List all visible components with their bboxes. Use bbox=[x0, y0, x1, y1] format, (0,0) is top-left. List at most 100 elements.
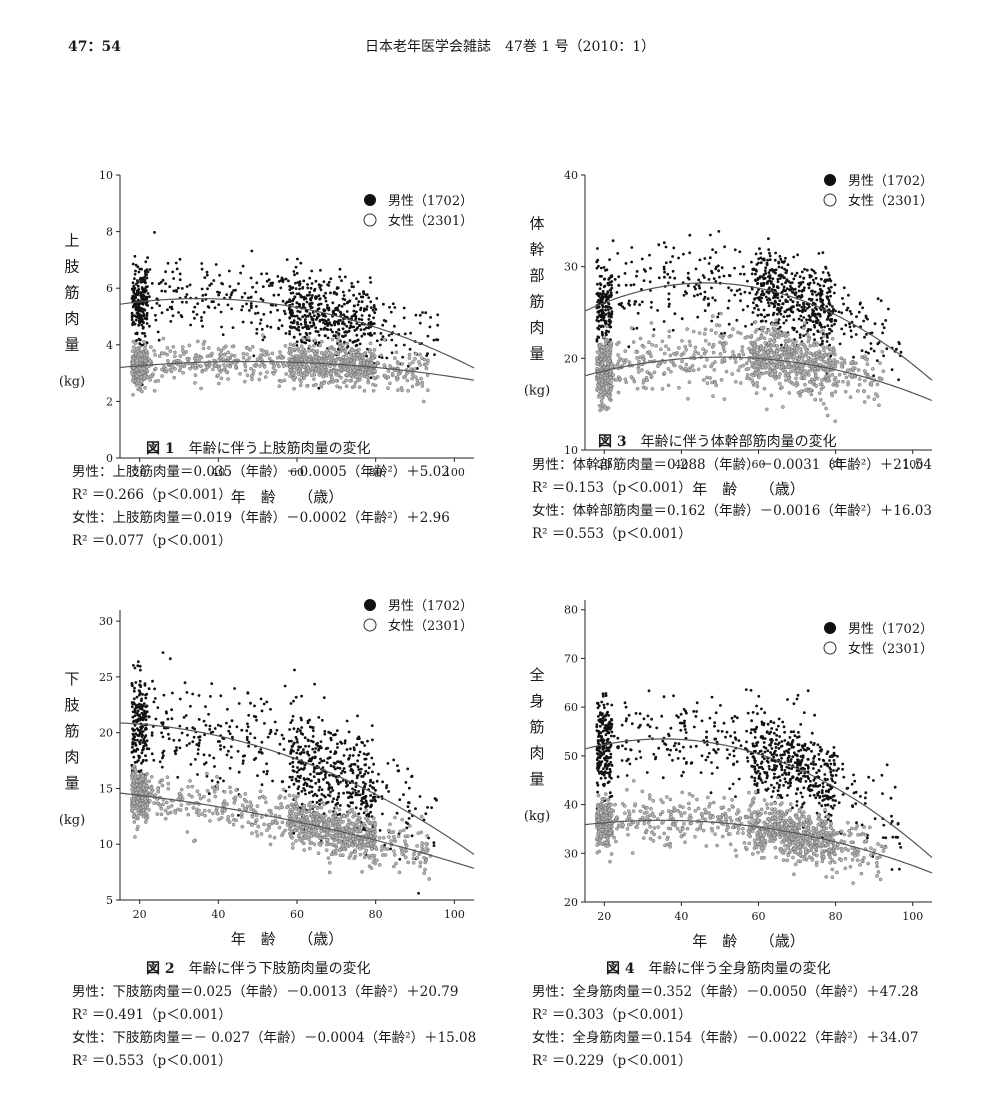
data-point-female bbox=[649, 374, 654, 379]
data-point-female bbox=[284, 372, 289, 376]
data-point-female bbox=[330, 379, 335, 384]
data-point-male bbox=[616, 252, 620, 255]
data-point-female bbox=[142, 376, 147, 381]
data-point-male bbox=[136, 728, 140, 732]
data-point-male bbox=[283, 309, 286, 313]
data-point-female bbox=[306, 368, 311, 373]
data-point-male bbox=[820, 342, 824, 345]
data-point-male bbox=[338, 275, 341, 279]
data-point-male bbox=[343, 302, 346, 306]
data-point-male bbox=[150, 282, 154, 285]
x-tick-label: 40 bbox=[211, 908, 225, 921]
data-point-female bbox=[345, 359, 350, 364]
data-point-female bbox=[848, 373, 852, 378]
data-point-male bbox=[292, 270, 296, 273]
data-point-male bbox=[228, 766, 232, 770]
data-point-male bbox=[296, 766, 299, 769]
data-point-female bbox=[673, 363, 677, 368]
data-point-female bbox=[301, 336, 305, 341]
data-point-male bbox=[277, 326, 280, 330]
legend-label-male: 男性（1702） bbox=[388, 194, 473, 209]
data-point-male bbox=[602, 319, 606, 322]
data-point-male bbox=[229, 745, 233, 748]
data-point-male bbox=[221, 333, 225, 336]
data-point-female bbox=[309, 363, 314, 367]
data-point-male bbox=[282, 737, 286, 741]
data-point-male bbox=[203, 733, 207, 737]
data-point-male bbox=[277, 293, 280, 297]
data-point-male bbox=[362, 292, 366, 296]
data-point-female bbox=[839, 361, 844, 366]
data-point-male bbox=[209, 695, 212, 698]
data-point-male bbox=[241, 754, 245, 758]
data-point-male bbox=[208, 724, 212, 728]
data-point-male bbox=[756, 313, 760, 317]
data-point-female bbox=[775, 364, 780, 369]
data-point-female bbox=[688, 343, 693, 348]
data-point-male bbox=[266, 735, 270, 739]
data-point-female bbox=[609, 380, 613, 385]
data-point-male bbox=[358, 771, 362, 774]
data-point-male bbox=[138, 679, 142, 683]
data-point-female bbox=[386, 386, 390, 391]
data-point-male bbox=[403, 332, 407, 336]
data-point-male bbox=[649, 306, 653, 309]
data-point-male bbox=[610, 310, 614, 313]
data-point-male bbox=[875, 359, 879, 362]
data-point-male bbox=[176, 775, 180, 779]
data-point-female bbox=[196, 363, 200, 368]
data-point-male bbox=[154, 313, 157, 317]
data-point-female bbox=[388, 381, 392, 386]
data-point-female bbox=[719, 378, 724, 382]
data-point-female bbox=[273, 369, 278, 373]
data-point-female bbox=[270, 351, 275, 356]
data-point-female bbox=[722, 357, 727, 362]
data-point-male bbox=[313, 682, 316, 686]
data-point-male bbox=[147, 687, 151, 691]
data-point-male bbox=[710, 286, 713, 290]
data-point-male bbox=[383, 843, 387, 847]
data-point-female bbox=[238, 371, 242, 376]
data-point-female bbox=[872, 397, 877, 402]
data-point-female bbox=[812, 353, 816, 358]
data-point-male bbox=[168, 285, 172, 288]
data-point-male bbox=[305, 300, 309, 304]
data-point-female bbox=[811, 379, 816, 384]
data-point-male bbox=[604, 308, 607, 312]
data-point-female bbox=[313, 359, 318, 364]
data-point-female bbox=[420, 384, 425, 388]
data-point-female bbox=[386, 375, 391, 379]
data-point-female bbox=[650, 387, 655, 391]
data-point-female bbox=[822, 352, 827, 357]
data-point-male bbox=[825, 295, 829, 298]
data-point-male bbox=[817, 252, 821, 255]
data-point-male bbox=[189, 763, 193, 766]
data-point-male bbox=[890, 368, 894, 371]
data-point-male bbox=[315, 295, 319, 299]
data-point-male bbox=[738, 288, 742, 291]
data-point-male bbox=[164, 270, 168, 274]
data-point-female bbox=[833, 352, 837, 357]
data-point-male bbox=[756, 278, 759, 281]
data-point-male bbox=[373, 332, 376, 335]
data-point-male bbox=[295, 738, 299, 741]
data-point-male bbox=[742, 272, 746, 276]
data-point-male bbox=[799, 314, 803, 318]
data-point-male bbox=[219, 747, 223, 751]
data-point-male bbox=[371, 770, 374, 774]
data-point-female bbox=[292, 347, 297, 352]
data-point-male bbox=[766, 258, 769, 262]
y-tick-label: 20 bbox=[99, 727, 113, 740]
data-point-female bbox=[865, 362, 870, 367]
data-point-female bbox=[781, 405, 785, 409]
data-point-female bbox=[711, 394, 715, 399]
data-point-male bbox=[606, 290, 610, 294]
data-point-male bbox=[145, 739, 149, 743]
data-point-male bbox=[815, 293, 818, 297]
data-point-male bbox=[297, 325, 301, 329]
data-point-male bbox=[292, 831, 296, 835]
data-point-male bbox=[260, 783, 264, 787]
data-point-male bbox=[764, 319, 768, 323]
data-point-male bbox=[778, 325, 782, 329]
data-point-male bbox=[336, 308, 340, 312]
